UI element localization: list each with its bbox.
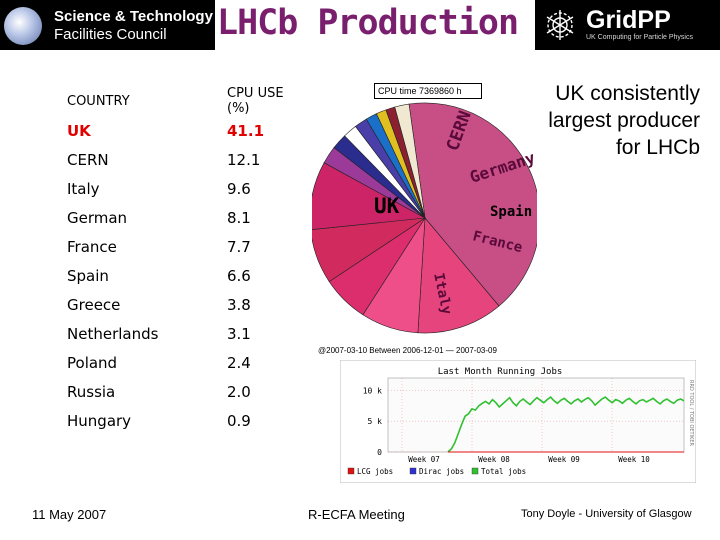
table-header-row: COUNTRY CPU USE (%) (60, 86, 300, 117)
footer-event: R-ECFA Meeting (308, 507, 405, 522)
country-cell: Spain (60, 261, 195, 291)
country-cell: CERN (60, 145, 195, 175)
table-row: France 7.7 (60, 232, 300, 262)
country-cell: Russia (60, 377, 195, 407)
x-tick-label: Week 10 (618, 455, 650, 464)
table-row: Poland 2.4 (60, 348, 300, 378)
table-row: Greece 3.8 (60, 290, 300, 320)
country-cell: UK (60, 116, 195, 146)
pie-slice (417, 217, 500, 334)
cpu-use-cell: 3.8 (195, 290, 300, 320)
callout-line: for LHCb (615, 136, 700, 159)
table-row: Italy 9.6 (60, 174, 300, 204)
table-row: UK 41.1 (60, 116, 300, 146)
callout-line: UK consistently (555, 82, 700, 105)
cpu-use-cell: 41.1 (195, 116, 300, 146)
callout-text: UK consistently largest producer for LHC… (520, 80, 700, 161)
stfc-name-line1: Science & Technology (54, 8, 213, 25)
cpu-use-cell: 0.9 (195, 406, 300, 436)
country-cell: Italy (60, 174, 195, 204)
cpu-use-cell: 12.1 (195, 145, 300, 175)
jobs-series-line (447, 396, 685, 453)
gridpp-tagline: UK Computing for Particle Physics (586, 34, 693, 41)
cpu-time-label: CPU time 7369860 h (374, 83, 482, 99)
table-row: Hungary 0.9 (60, 406, 300, 436)
callout-line: largest producer (548, 109, 700, 132)
legend-swatch (409, 467, 417, 475)
rrdtool-label: RRD TOOL / TOBI OETIKER (688, 380, 694, 447)
plot-area (387, 377, 685, 453)
pie-slice (408, 102, 537, 307)
chart-title: Last Month Running Jobs (438, 367, 563, 377)
table-row: Netherlands 3.1 (60, 319, 300, 349)
cpu-use-cell: 3.1 (195, 319, 300, 349)
country-cell: Hungary (60, 406, 195, 436)
x-tick-label: Week 08 (478, 455, 510, 464)
cpu-use-cell: 6.6 (195, 261, 300, 291)
cpu-use-cell: 2.4 (195, 348, 300, 378)
footer-author: Tony Doyle - University of Glasgow (521, 508, 692, 520)
stfc-logo: Science & Technology Facilities Council (4, 6, 216, 46)
y-tick-label: 5 k (368, 417, 383, 426)
table-row: German 8.1 (60, 203, 300, 233)
gridpp-globe-icon (546, 10, 574, 40)
stfc-name-line2: Facilities Council (54, 26, 167, 43)
jobs-date-label: @2007-03-10 Between 2006-12-01 — 2007-03… (318, 346, 497, 355)
pie-slice (394, 103, 426, 219)
table-row: CERN 12.1 (60, 145, 300, 175)
globe-icon (4, 7, 42, 45)
country-cell: France (60, 232, 195, 262)
country-cell: Netherlands (60, 319, 195, 349)
cpu-use-table: COUNTRY CPU USE (%) UK 41.1 CERN 12.1 Italy 9… (60, 86, 300, 436)
table-row: Russia 2.0 (60, 377, 300, 407)
legend-swatch (471, 467, 479, 475)
y-tick-label: 0 (377, 448, 382, 457)
cpu-use-cell: 9.6 (195, 174, 300, 204)
gridpp-logo: GridPP UK Computing for Particle Physics (542, 4, 716, 46)
legend-label: LCG jobs (357, 467, 393, 476)
cpu-use-cell: 2.0 (195, 377, 300, 407)
title-background (215, 0, 535, 50)
legend-swatch (347, 467, 355, 475)
country-cell: Poland (60, 348, 195, 378)
header-country: COUNTRY (67, 93, 130, 109)
x-tick-label: Week 09 (548, 455, 580, 464)
cpu-use-cell: 7.7 (195, 232, 300, 262)
pie-slice-label: UK (374, 194, 400, 218)
running-jobs-chart: Last Month Running Jobs 10 k 5 k 0 Week 07 We… (340, 360, 696, 483)
footer-date: 11 May 2007 (32, 507, 107, 522)
legend-label: Dirac jobs (419, 467, 464, 476)
y-tick-label: 10 k (363, 386, 382, 395)
x-tick-label: Week 07 (408, 455, 440, 464)
country-cell: Greece (60, 290, 195, 320)
table-body: UK 41.1 CERN 12.1 Italy 9.6 German 8.1 France 7.7… (60, 116, 300, 436)
table-row: Spain 6.6 (60, 261, 300, 291)
header-cpu-use: CPU USE (%) (227, 86, 284, 116)
pie-slice (312, 217, 426, 283)
cpu-use-cell: 8.1 (195, 203, 300, 233)
slide-title: LHCb Production (217, 3, 519, 43)
pie-slice-label: Spain (490, 204, 532, 220)
country-cell: German (60, 203, 195, 233)
gridpp-name: GridPP (586, 6, 671, 34)
legend-label: Total jobs (481, 467, 526, 476)
